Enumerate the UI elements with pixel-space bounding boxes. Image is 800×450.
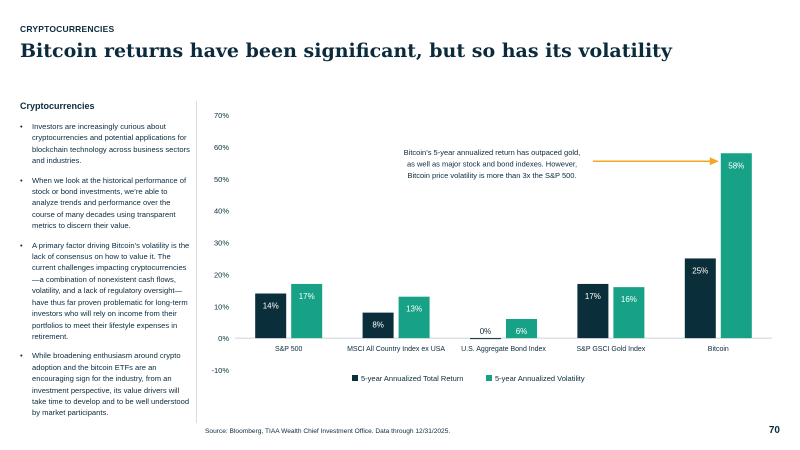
data-label: 13% bbox=[406, 305, 422, 314]
y-tick-label: 40% bbox=[214, 207, 229, 216]
data-label: 0% bbox=[480, 327, 492, 336]
bar-volatility bbox=[613, 287, 645, 339]
bar-volatility bbox=[506, 319, 537, 339]
legend-swatch bbox=[352, 375, 358, 381]
data-label: 25% bbox=[692, 266, 708, 275]
y-tick-label: 70% bbox=[214, 111, 229, 120]
bar-total-return bbox=[577, 283, 609, 339]
page-number: 70 bbox=[768, 425, 780, 436]
y-tick-label: 60% bbox=[214, 143, 229, 152]
bar-total-return bbox=[255, 293, 287, 339]
data-label: 16% bbox=[621, 295, 637, 304]
data-label: 17% bbox=[585, 292, 601, 301]
bar-chart: 70% 60% 50% 40% 30% 20% 10% 0% -10% 14% 17% S&P 500… bbox=[211, 111, 772, 383]
annotation-text: Bitcoin price volatility is more than 3x… bbox=[407, 171, 576, 180]
annotation-text: Bitcoin’s 5-year annualized return has o… bbox=[404, 148, 581, 157]
data-label: 6% bbox=[516, 327, 528, 336]
y-tick-label: 10% bbox=[214, 302, 229, 311]
x-tick-label: U.S. Aggregate Bond Index bbox=[461, 346, 546, 353]
bar-total-return bbox=[470, 338, 501, 340]
x-tick-label: S&P GSCI Gold Index bbox=[577, 346, 646, 353]
bullet-list: Investors are increasingly curious about… bbox=[20, 121, 190, 419]
bar-volatility bbox=[720, 153, 752, 339]
y-tick-label: 30% bbox=[214, 239, 229, 248]
page-title: Bitcoin returns have been significant, b… bbox=[20, 40, 672, 62]
sidebar-divider bbox=[196, 101, 197, 423]
bullet-item: Investors are increasingly curious about… bbox=[20, 121, 190, 167]
data-label: 14% bbox=[263, 302, 279, 311]
y-tick-label: 0% bbox=[218, 334, 229, 343]
bar-volatility bbox=[291, 283, 323, 339]
legend-label: 5-year Annualized Volatility bbox=[495, 374, 585, 383]
data-label: 17% bbox=[299, 292, 315, 301]
bullet-item: When we look at the historical performan… bbox=[20, 175, 190, 232]
x-tick-label: S&P 500 bbox=[275, 346, 303, 353]
data-label: 8% bbox=[372, 321, 384, 330]
sidebar-heading: Cryptocurrencies bbox=[20, 101, 95, 111]
bullet-item: While broadening enthusiasm around crypt… bbox=[20, 350, 190, 418]
bar-total-return bbox=[684, 258, 716, 339]
bar-total-return bbox=[362, 312, 394, 339]
legend-swatch bbox=[486, 375, 492, 381]
chart: 70% 60% 50% 40% 30% 20% 10% 0% -10% 14% 17% S&P 500… bbox=[200, 100, 780, 405]
bar-volatility bbox=[398, 296, 430, 339]
y-tick-label: 50% bbox=[214, 175, 229, 184]
source-note: Source: Bloomberg, TIAA Wealth Chief Inv… bbox=[205, 428, 451, 435]
legend-label: 5-year Annualized Total Return bbox=[361, 374, 463, 383]
annotation-arrowhead bbox=[709, 157, 719, 166]
x-tick-label: Bitcoin bbox=[708, 346, 729, 353]
y-tick-label: -10% bbox=[211, 366, 229, 375]
section-label: CRYPTOCURRENCIES bbox=[20, 24, 115, 34]
y-tick-label: 20% bbox=[214, 270, 229, 279]
annotation-text: as well as major stock and bond indexes.… bbox=[407, 160, 577, 169]
x-tick-label: MSCI All Country Index ex USA bbox=[347, 346, 445, 353]
sidebar: Cryptocurrencies Investors are increasin… bbox=[20, 101, 190, 427]
bullet-item: A primary factor driving Bitcoin’s volat… bbox=[20, 240, 190, 343]
data-label: 58% bbox=[728, 161, 744, 170]
